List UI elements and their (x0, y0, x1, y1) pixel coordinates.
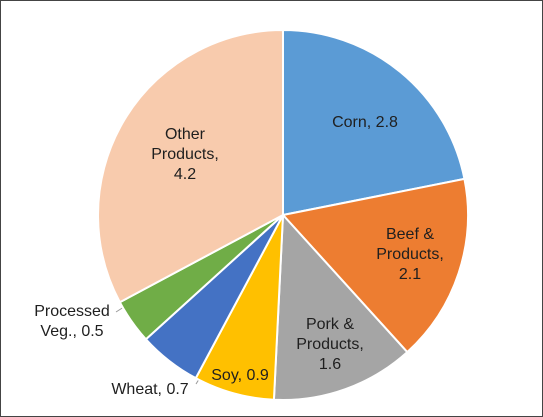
slices (97, 28, 469, 401)
data-label: Processed Veg., 0.5 (34, 303, 110, 340)
data-label: Other Products, 4.2 (151, 126, 219, 183)
data-label: Beef & Products, 2.1 (376, 226, 444, 283)
pie-slice (282, 28, 466, 217)
pie-slice (272, 212, 409, 401)
data-label: Wheat, 0.7 (111, 381, 189, 398)
data-label: Corn, 2.8 (332, 114, 398, 131)
pie-slice (97, 28, 284, 304)
data-label: Soy, 0.9 (211, 367, 269, 384)
pie-slice (281, 177, 469, 354)
data-label: Pork & Products, 1.6 (296, 316, 364, 373)
